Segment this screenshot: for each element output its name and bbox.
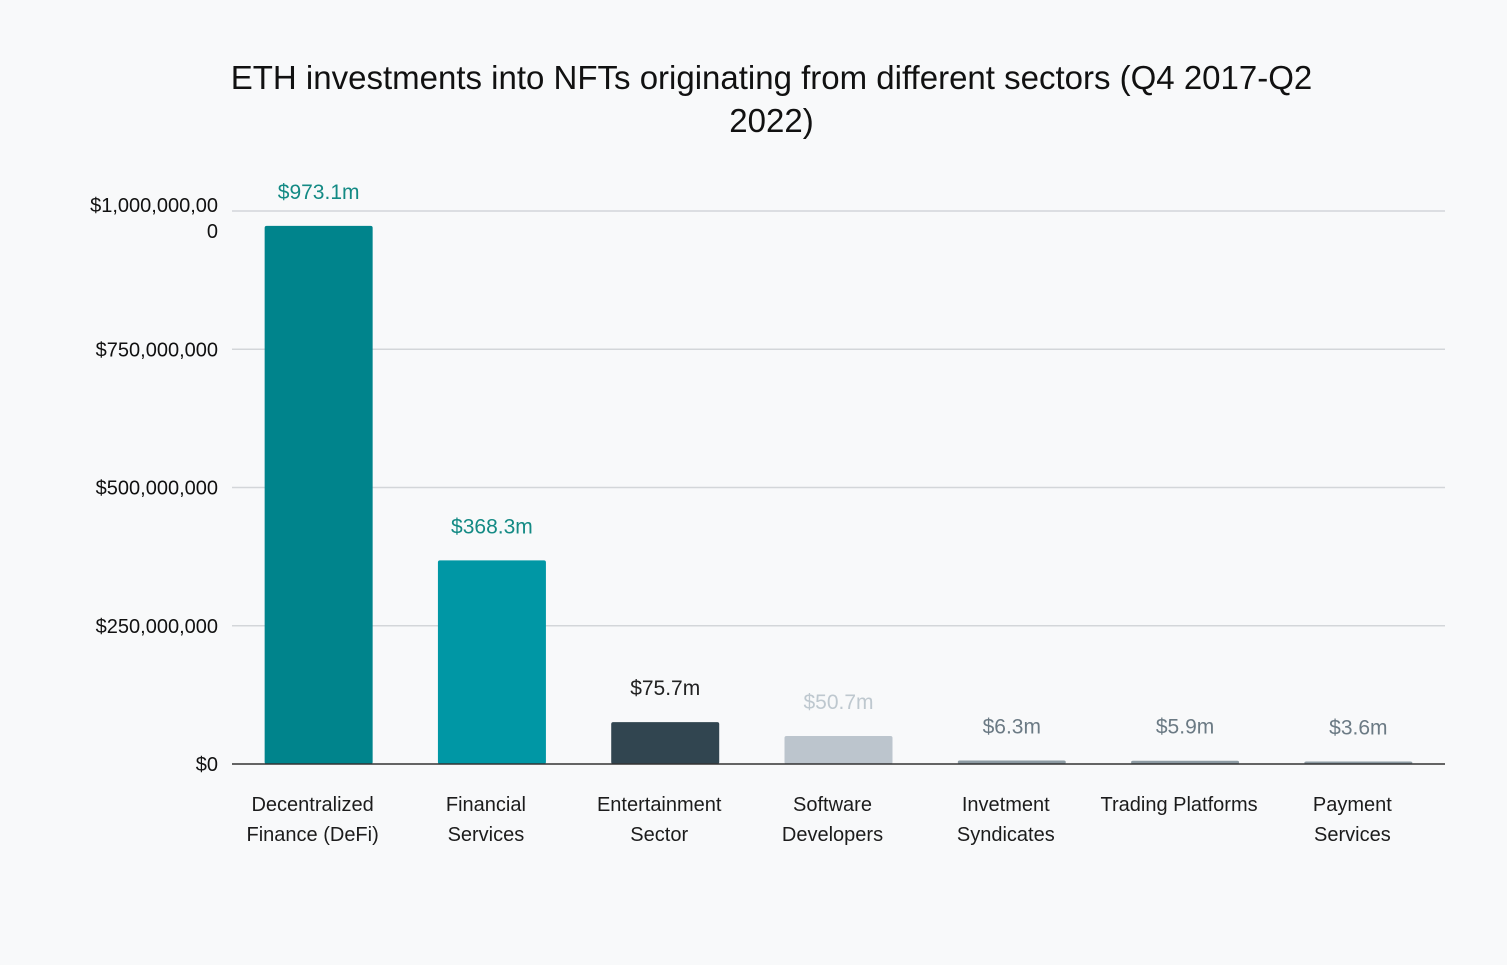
x-tick-label: Financial Services: [446, 794, 526, 846]
x-tick-label-line: Trading Platforms: [1101, 794, 1258, 816]
y-tick-label: $1,000,000,00 0: [90, 195, 218, 243]
y-tick-label-line: $1,000,000,00: [90, 195, 218, 217]
x-tick-label: Payment Services: [1313, 794, 1392, 846]
x-tick-label-line: Developers: [782, 824, 883, 846]
x-tick-label-line: Entertainment: [597, 794, 722, 816]
y-tick-label: $500,000,000: [96, 478, 218, 500]
x-tick-label-line: Syndicates: [957, 824, 1055, 846]
x-tick-label: Software Developers: [782, 794, 883, 846]
data-label: $5.9m: [1156, 716, 1214, 739]
y-tick-label: $250,000,000: [96, 616, 218, 638]
data-label: $368.3m: [451, 515, 533, 538]
x-tick-label: Invetment Syndicates: [957, 794, 1055, 846]
labels: $0 $250,000,000 $500,000,000 $750,000,000 $1…: [90, 181, 1392, 846]
data-label: $973.1m: [278, 181, 360, 204]
data-label: $50.7m: [803, 691, 873, 714]
bar: [437, 560, 546, 764]
y-tick-label-line: $500,000,000: [96, 478, 218, 500]
bars: [264, 225, 1413, 764]
x-tick-label-line: Finance (DeFi): [247, 824, 379, 846]
data-label: $6.3m: [983, 716, 1041, 739]
x-tick-label-line: Services: [448, 824, 525, 846]
y-tick-label: $750,000,000: [96, 339, 218, 361]
x-tick-label: Entertainment Sector: [597, 794, 722, 846]
chart-title: ETH investments into NFTs originating fr…: [230, 59, 1313, 139]
data-label: $3.6m: [1329, 717, 1387, 740]
x-tick-label-line: Financial: [446, 794, 526, 816]
bar: [957, 760, 1066, 764]
x-tick-label: Trading Platforms: [1101, 794, 1258, 816]
y-tick-label-line: $750,000,000: [96, 339, 218, 361]
x-tick-label-line: Software: [793, 794, 872, 816]
x-tick-label-line: Services: [1314, 824, 1391, 846]
x-tick-label: Decentralized Finance (DeFi): [247, 794, 379, 846]
y-tick-label-line: $250,000,000: [96, 616, 218, 638]
bar: [264, 225, 373, 764]
x-tick-label-line: Payment: [1313, 794, 1392, 816]
x-tick-label-line: Sector: [630, 824, 688, 846]
bar: [1131, 760, 1240, 764]
y-tick-label: $0: [196, 754, 218, 776]
x-tick-label-line: Invetment: [962, 794, 1050, 816]
x-tick-label-line: Decentralized: [251, 794, 373, 816]
gridlines: [232, 210, 1445, 627]
data-label: $75.7m: [630, 677, 700, 700]
y-tick-label-line: 0: [207, 221, 218, 243]
bar: [784, 735, 893, 764]
bar: [611, 722, 720, 764]
y-tick-label-line: $0: [196, 754, 218, 776]
